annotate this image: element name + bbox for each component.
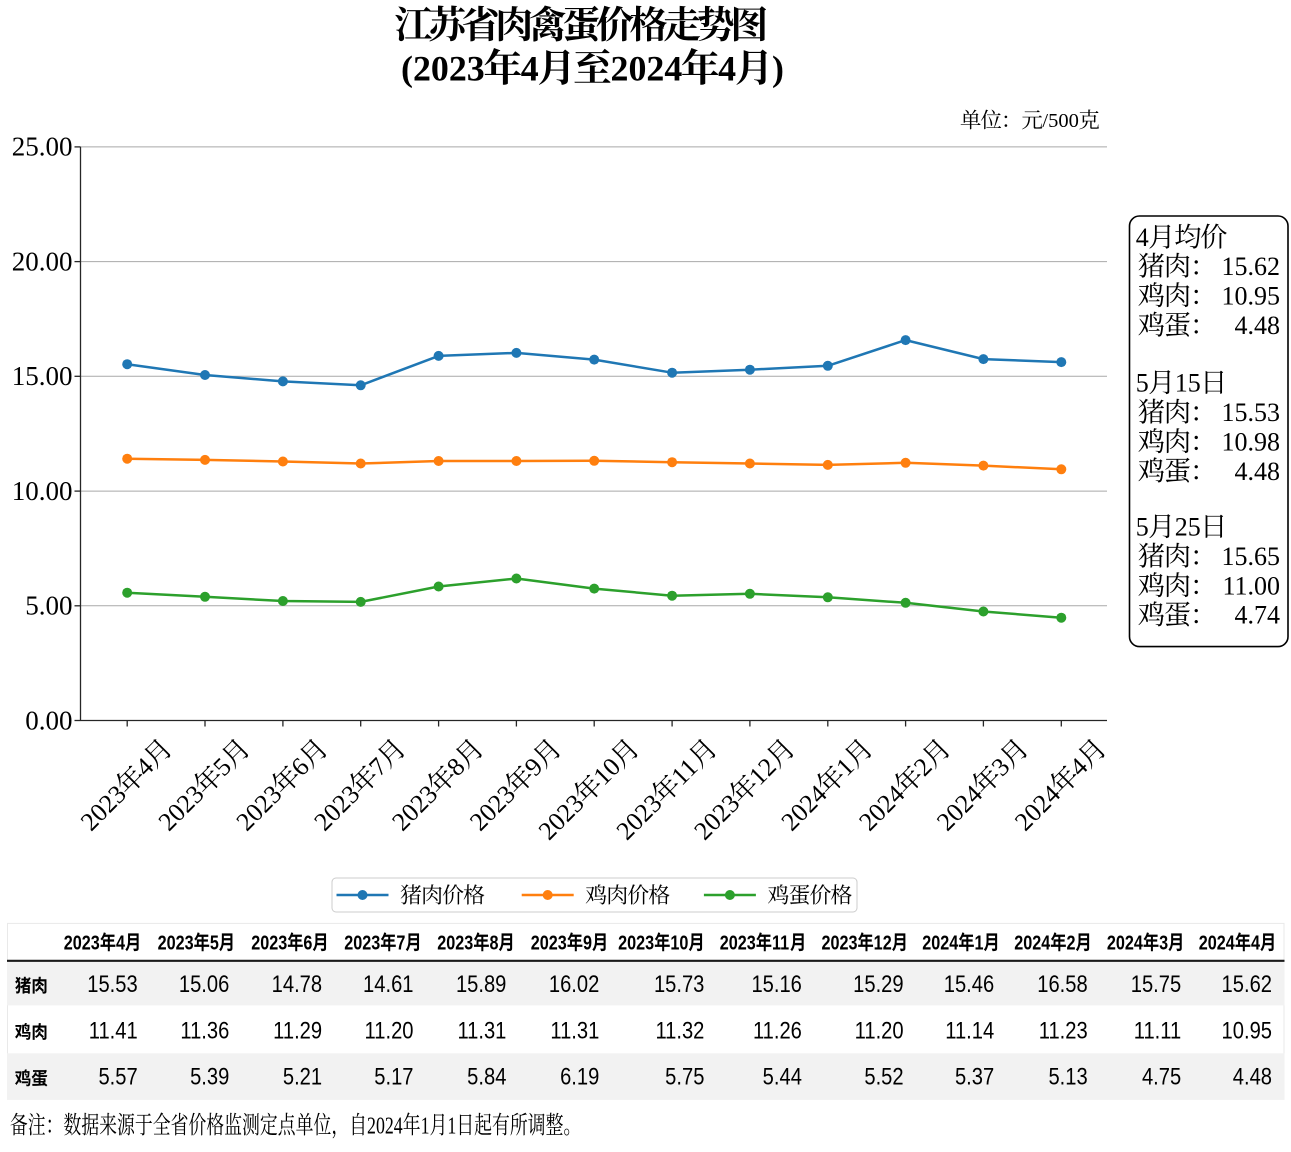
svg-text:2024: 2024	[1199, 932, 1236, 954]
svg-text:11.20: 11.20	[855, 1017, 904, 1044]
svg-text:2023: 2023	[720, 932, 756, 954]
svg-text:10.95: 10.95	[1222, 1017, 1272, 1044]
svg-text:16.02: 16.02	[549, 970, 599, 997]
svg-text:11.31: 11.31	[457, 1017, 506, 1044]
svg-text:4.75: 4.75	[1142, 1063, 1181, 1090]
svg-text:2023: 2023	[344, 932, 380, 954]
svg-text:4.74: 4.74	[1235, 601, 1281, 630]
svg-text:5.37: 5.37	[955, 1063, 994, 1090]
svg-text:2023: 2023	[251, 932, 287, 954]
svg-text:2024: 2024	[922, 932, 959, 954]
svg-text:2023: 2023	[437, 932, 473, 954]
svg-text:3: 3	[1159, 932, 1168, 954]
svg-text:4.48: 4.48	[1235, 457, 1281, 486]
svg-text:(2023: (2023	[401, 48, 485, 88]
svg-text:11.26: 11.26	[753, 1017, 802, 1044]
svg-text:5: 5	[1136, 513, 1149, 542]
svg-text:4: 4	[1136, 223, 1149, 252]
svg-text:15.16: 15.16	[751, 970, 801, 997]
svg-text:15.73: 15.73	[654, 970, 704, 997]
svg-text:2: 2	[1067, 932, 1076, 954]
svg-text:15.29: 15.29	[853, 970, 903, 997]
svg-text:25.00: 25.00	[12, 132, 73, 162]
svg-text:11: 11	[772, 932, 789, 954]
svg-text:2024: 2024	[611, 48, 683, 88]
svg-text:14.61: 14.61	[363, 970, 413, 997]
svg-text:2024: 2024	[367, 1112, 403, 1140]
svg-text:4.48: 4.48	[1233, 1063, 1272, 1090]
svg-text:1: 1	[421, 1112, 430, 1140]
svg-text:4.48: 4.48	[1235, 311, 1281, 340]
svg-text:4: 4	[718, 48, 736, 88]
svg-text:15.06: 15.06	[179, 970, 229, 997]
svg-text:5.84: 5.84	[467, 1063, 506, 1090]
svg-text:1: 1	[975, 932, 984, 954]
svg-text:25: 25	[1175, 513, 1201, 542]
svg-text:4: 4	[521, 48, 539, 88]
svg-text:7: 7	[396, 932, 405, 954]
svg-text:20.00: 20.00	[12, 246, 73, 276]
svg-text:15.62: 15.62	[1222, 252, 1281, 281]
svg-text:10.98: 10.98	[1222, 428, 1281, 457]
svg-text:15.53: 15.53	[87, 970, 137, 997]
svg-text:5.52: 5.52	[864, 1063, 903, 1090]
svg-text:5.17: 5.17	[374, 1063, 413, 1090]
svg-text:8: 8	[490, 932, 499, 954]
svg-text:4: 4	[116, 932, 126, 954]
svg-text:15.75: 15.75	[1131, 970, 1181, 997]
svg-text:1: 1	[447, 1112, 456, 1140]
svg-text:6.19: 6.19	[560, 1063, 599, 1090]
svg-text:2023: 2023	[64, 932, 100, 954]
svg-text:15: 15	[1175, 369, 1201, 398]
svg-text:15.53: 15.53	[1222, 398, 1281, 427]
svg-text:11.36: 11.36	[180, 1017, 229, 1044]
svg-text:2024: 2024	[1014, 932, 1051, 954]
svg-text:/500: /500	[1042, 110, 1078, 132]
svg-text:2023: 2023	[531, 932, 567, 954]
svg-text:16.58: 16.58	[1037, 970, 1087, 997]
svg-text:5.21: 5.21	[283, 1063, 322, 1090]
svg-text:2023: 2023	[821, 932, 857, 954]
svg-text:15.46: 15.46	[944, 970, 994, 997]
svg-text:11.29: 11.29	[273, 1017, 322, 1044]
svg-text:5: 5	[1136, 369, 1149, 398]
svg-text:5.44: 5.44	[763, 1063, 802, 1090]
svg-text:10.95: 10.95	[1222, 282, 1281, 311]
svg-text:15.65: 15.65	[1222, 542, 1281, 571]
svg-text:14.78: 14.78	[272, 970, 322, 997]
svg-text:9: 9	[583, 932, 592, 954]
svg-text:10.00: 10.00	[12, 476, 73, 506]
svg-text:11.32: 11.32	[655, 1017, 704, 1044]
svg-text:0.00: 0.00	[25, 705, 72, 735]
svg-text:): )	[772, 48, 784, 88]
svg-text:2023: 2023	[618, 932, 654, 954]
svg-text:10: 10	[670, 932, 688, 954]
svg-text:11.31: 11.31	[550, 1017, 599, 1044]
svg-text:11.11: 11.11	[1134, 1017, 1181, 1044]
svg-text:6: 6	[303, 932, 312, 954]
svg-text:5.57: 5.57	[98, 1063, 137, 1090]
svg-text:5.75: 5.75	[665, 1063, 704, 1090]
svg-text:5.39: 5.39	[190, 1063, 229, 1090]
svg-text:11.00: 11.00	[1222, 572, 1280, 601]
svg-text:5: 5	[210, 932, 219, 954]
svg-text:2024: 2024	[1107, 932, 1144, 954]
svg-text:2023: 2023	[158, 932, 194, 954]
svg-text:11.14: 11.14	[945, 1017, 994, 1044]
svg-text:5.13: 5.13	[1048, 1063, 1087, 1090]
svg-text:11.23: 11.23	[1039, 1017, 1088, 1044]
svg-text:15.62: 15.62	[1222, 970, 1272, 997]
svg-text:12: 12	[874, 932, 892, 954]
svg-text:15.00: 15.00	[12, 361, 73, 391]
svg-text:4: 4	[1251, 932, 1261, 954]
svg-text:15.89: 15.89	[456, 970, 506, 997]
svg-text:11.20: 11.20	[365, 1017, 414, 1044]
svg-text:5.00: 5.00	[25, 591, 72, 621]
svg-text:11.41: 11.41	[89, 1017, 138, 1044]
